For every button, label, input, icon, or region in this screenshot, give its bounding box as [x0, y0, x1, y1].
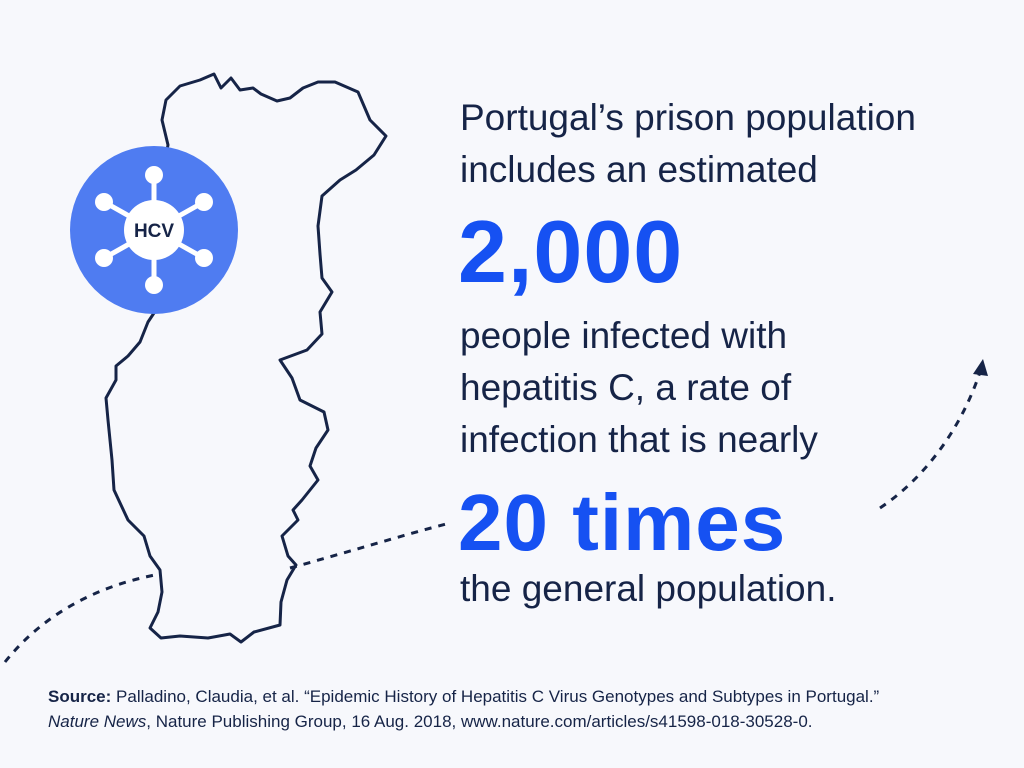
middle-text-line-3: infection that is nearly	[460, 419, 818, 460]
dotted-trend-arrow-end	[879, 371, 982, 510]
portugal-map-icon	[104, 72, 388, 644]
source-details: , Nature Publishing Group, 16 Aug. 2018,…	[146, 712, 813, 731]
headline: Portugal’s prison population includes an…	[460, 92, 1000, 196]
source-publication: Nature News	[48, 712, 147, 731]
middle-text-line-1: people infected with	[460, 315, 788, 356]
hcv-badge: HCV	[70, 146, 238, 314]
middle-text: people infected with hepatitis C, a rate…	[460, 310, 1000, 466]
headline-line-2: includes an estimated	[460, 149, 818, 190]
source-citation-text: Palladino, Claudia, et al. “Epidemic His…	[116, 687, 880, 706]
source-label: Source:	[48, 687, 112, 706]
dotted-trend-arrow-middle	[289, 522, 447, 570]
source-citation: Source: Palladino, Claudia, et al. “Epid…	[48, 684, 1008, 734]
highlight-secondary-stat: 20 times	[458, 478, 787, 567]
closing-text: the general population.	[460, 568, 837, 609]
middle-text-line-2: hepatitis C, a rate of	[460, 367, 792, 408]
arrowhead-icon	[973, 359, 988, 376]
headline-line-1: Portugal’s prison population	[460, 97, 916, 138]
hcv-label: HCV	[134, 221, 174, 242]
dotted-trend-arrow	[3, 572, 161, 663]
highlight-primary-stat: 2,000	[458, 202, 684, 301]
